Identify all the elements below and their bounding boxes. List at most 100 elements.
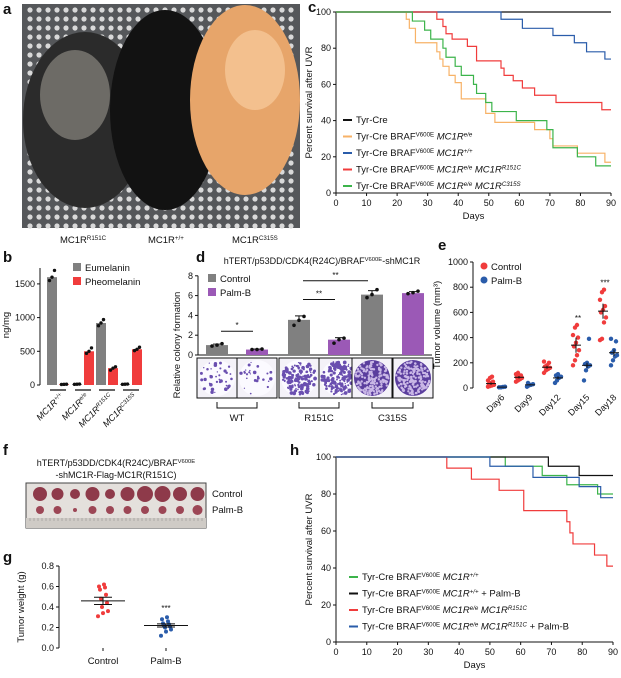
cage-hole <box>153 214 159 220</box>
colony <box>409 387 413 391</box>
colony <box>407 376 410 380</box>
x-tick-label: 0 <box>333 647 338 657</box>
colony <box>360 380 363 383</box>
cage-hole <box>198 187 204 193</box>
colony <box>421 369 424 372</box>
tumor-palm-b <box>123 506 132 514</box>
cage-hole <box>90 25 96 31</box>
cage-hole <box>27 178 33 184</box>
colony <box>339 366 343 371</box>
colony <box>357 375 360 378</box>
cage-hole <box>45 25 51 31</box>
tumor-palm-b <box>73 508 77 512</box>
colony <box>347 375 350 378</box>
colony <box>255 379 259 383</box>
data-point <box>597 297 603 302</box>
colony <box>336 382 339 386</box>
colony <box>411 380 414 383</box>
colony <box>359 383 362 387</box>
y-tick-label: 6 <box>188 291 193 301</box>
cage-hole <box>36 223 42 229</box>
cage-hole <box>72 25 78 31</box>
x-tick-label: 70 <box>546 647 556 657</box>
data-point <box>52 268 57 273</box>
colony <box>424 375 427 378</box>
colony <box>414 376 417 379</box>
legend-label: Tyr-Cre BRAFV600E MC1Re/e MC1RR151C + Pa… <box>362 621 569 633</box>
colony <box>406 366 409 369</box>
text-segment: MC1R <box>472 181 502 192</box>
colony <box>405 369 409 373</box>
colony <box>307 373 310 376</box>
cage-hole <box>126 205 132 211</box>
tumor-palm-b <box>88 506 97 514</box>
colony <box>337 374 340 376</box>
cage-hole <box>36 214 42 220</box>
colony <box>363 368 366 371</box>
x-tick-label: Day15 <box>566 392 591 417</box>
colony <box>302 375 304 378</box>
colony <box>403 367 407 370</box>
colony <box>343 360 347 364</box>
cage-hole <box>288 16 294 22</box>
data-point <box>370 292 374 297</box>
y-tick-label: 100 <box>316 7 331 17</box>
text-segment: hTERT/p53DD/CDK4(R24C)/BRAF <box>224 256 365 266</box>
tumor-control <box>105 489 115 499</box>
colony <box>245 369 247 371</box>
colony <box>309 373 313 377</box>
data-point <box>614 353 620 358</box>
colony <box>355 371 358 374</box>
x-tick-label: 20 <box>393 647 403 657</box>
data-point <box>603 315 609 320</box>
colony <box>289 391 294 395</box>
legend-label: Tyr-Cre BRAFV600E MC1Re/e MC1RR151C <box>362 605 528 617</box>
colony <box>398 371 401 374</box>
group-bracket <box>371 402 414 409</box>
colony <box>336 375 340 379</box>
mouse-c315s-fur <box>225 30 285 110</box>
colony <box>424 380 427 384</box>
colony <box>298 362 302 365</box>
cage-hole <box>45 205 51 211</box>
text-segment: Tyr-Cre BRAF <box>362 605 422 616</box>
y-tick-label: 0.2 <box>41 623 54 633</box>
colony <box>402 388 405 391</box>
colony <box>298 369 303 374</box>
data-point <box>96 614 100 619</box>
colony <box>371 385 374 389</box>
colony <box>384 367 388 371</box>
cage-hole <box>36 16 42 22</box>
y-tick-label: 40 <box>321 563 331 573</box>
text-segment: MC1R <box>472 165 502 176</box>
data-point <box>375 287 379 292</box>
colony <box>373 380 377 383</box>
data-point <box>575 335 581 340</box>
cage-hole <box>27 61 33 67</box>
colony <box>345 385 347 388</box>
tumor-control <box>137 486 153 502</box>
colony <box>362 389 365 392</box>
cage-hole <box>144 7 150 13</box>
colony <box>266 372 269 375</box>
data-point <box>101 317 106 322</box>
colony <box>247 363 251 367</box>
colony <box>376 390 379 394</box>
cage-hole <box>90 214 96 220</box>
legend-label: Palm-B <box>220 288 251 299</box>
cage-hole <box>198 16 204 22</box>
colony <box>343 391 347 395</box>
colony <box>373 382 376 386</box>
cage-hole <box>81 214 87 220</box>
cage-hole <box>63 205 69 211</box>
tumor-control <box>154 486 171 502</box>
colony <box>426 375 430 378</box>
colony <box>225 380 228 383</box>
cage-hole <box>54 34 60 40</box>
cage-hole <box>36 196 42 202</box>
x-tick-label: Day12 <box>537 392 562 417</box>
colony <box>219 367 222 370</box>
cage-hole <box>54 205 60 211</box>
y-tick-label: 1000 <box>448 257 468 267</box>
legend-label: Palm-B <box>491 276 522 287</box>
